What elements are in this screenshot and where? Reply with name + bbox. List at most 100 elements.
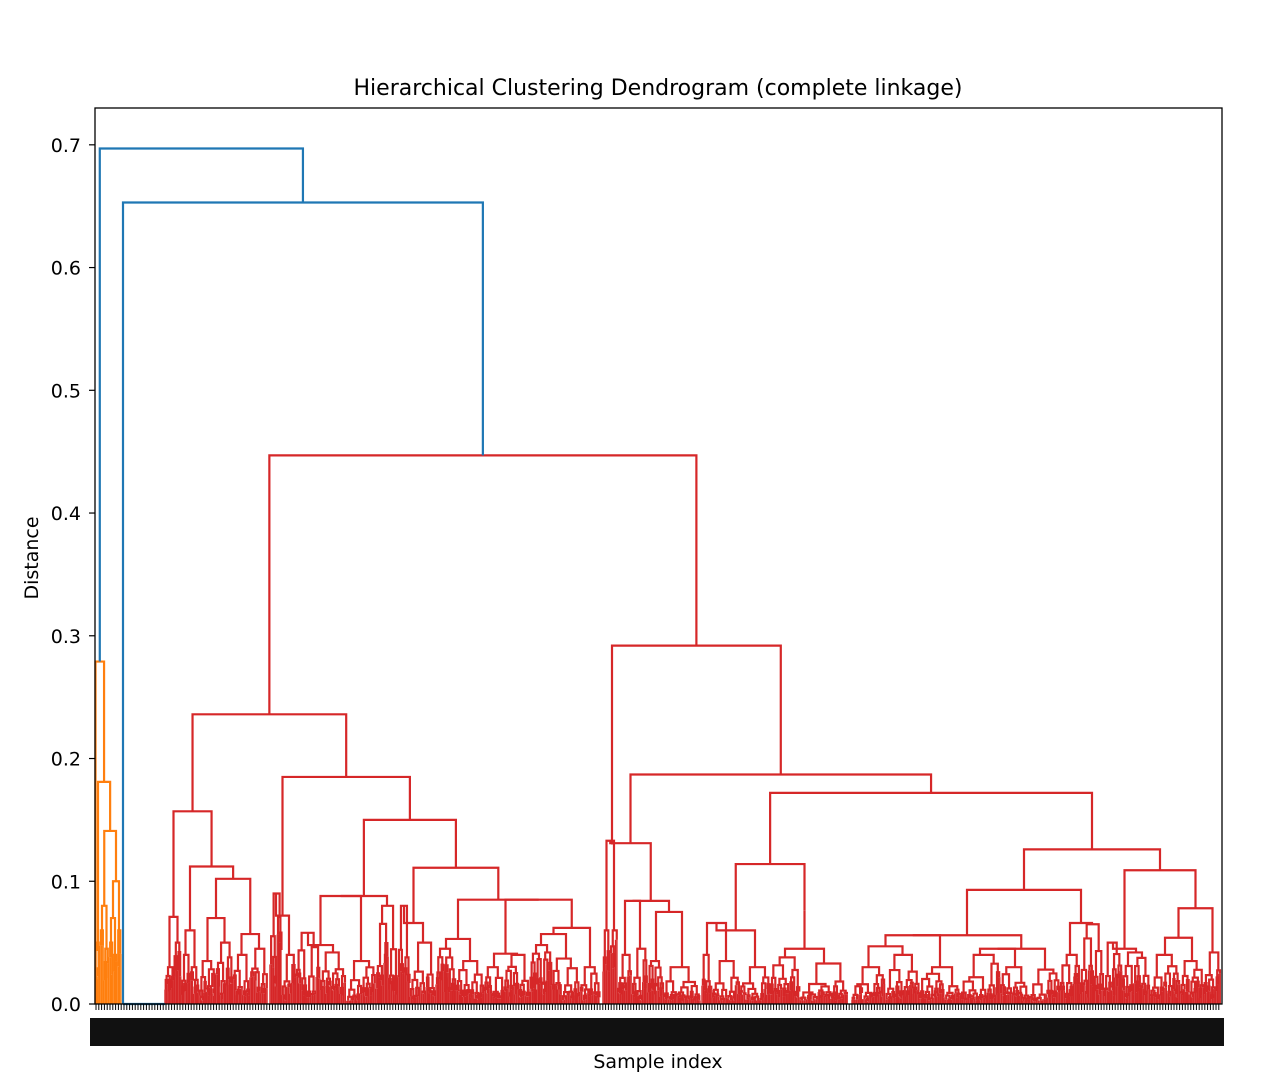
dendrogram-link — [1069, 985, 1074, 996]
dendrogram-link — [905, 990, 910, 997]
dendrogram-link — [1093, 975, 1099, 990]
dendrogram-link — [995, 987, 999, 995]
dendrogram-link — [959, 996, 963, 1000]
dendrogram-link — [1164, 972, 1172, 987]
dendrogram-link — [1190, 980, 1197, 993]
dendrogram-link — [579, 986, 584, 992]
dendrogram-link — [1052, 990, 1057, 998]
dendrogram-link — [1029, 996, 1034, 1001]
dendrogram-link — [1005, 991, 1010, 995]
dendrogram-link — [428, 990, 433, 994]
dendrogram-link — [642, 959, 648, 983]
dendrogram-link — [965, 888, 1083, 936]
dendrogram-link — [272, 955, 277, 977]
dendrogram-link — [1099, 972, 1105, 991]
plot-frame — [94, 107, 1223, 1005]
dendrogram-link — [972, 953, 995, 978]
dendrogram-link — [1037, 968, 1055, 985]
dendrogram-link — [456, 898, 539, 939]
dendrogram-link — [198, 989, 204, 998]
dendrogram-link — [1156, 994, 1160, 1000]
dendrogram-link — [887, 996, 892, 1000]
dendrogram-link — [707, 985, 713, 990]
dendrogram-link — [551, 983, 556, 990]
dendrogram-link — [172, 810, 213, 917]
dendrogram-link — [982, 995, 988, 999]
dendrogram-link — [742, 992, 747, 995]
dendrogram-link — [956, 992, 961, 998]
dendrogram-link — [492, 952, 519, 968]
dendrogram-link — [283, 994, 288, 1001]
dendrogram-link — [794, 990, 799, 998]
dendrogram-link — [412, 866, 500, 923]
dendrogram-link — [590, 972, 598, 990]
dendrogram-link — [462, 959, 479, 975]
dendrogram-link — [606, 950, 611, 972]
dendrogram-link — [593, 982, 600, 993]
dendrogram-link — [530, 961, 536, 978]
dendrogram-link — [379, 974, 385, 986]
dendrogram-link — [503, 986, 507, 992]
dendrogram-link — [940, 989, 945, 998]
dendrogram-link — [325, 977, 332, 988]
dendrogram-link — [1175, 979, 1181, 990]
dendrogram-link — [682, 980, 697, 988]
dendrogram-link — [340, 894, 389, 906]
dendrogram-link — [334, 968, 345, 977]
dendrogram-link — [542, 988, 547, 995]
dendrogram-link — [1204, 974, 1213, 984]
dendrogram-link — [596, 991, 601, 998]
dendrogram-link — [519, 983, 525, 992]
dendrogram-link — [734, 862, 806, 931]
dendrogram-link — [872, 991, 877, 997]
dendrogram-link — [195, 984, 200, 993]
dendrogram-link — [301, 977, 307, 991]
dendrogram-link — [212, 988, 217, 996]
dendrogram-link — [1141, 982, 1147, 992]
dendrogram-link — [362, 976, 370, 989]
dendrogram-link — [541, 981, 546, 990]
dendrogram-link — [1172, 978, 1176, 992]
dendrogram-link — [795, 986, 801, 992]
dendrogram-link — [564, 984, 573, 993]
dendrogram-link — [875, 986, 881, 995]
dendrogram-link — [445, 956, 454, 970]
dendrogram-link — [1180, 983, 1186, 993]
dendrogram-link — [419, 982, 425, 992]
dendrogram-link — [384, 941, 389, 957]
dendrogram-link — [307, 990, 312, 998]
dendrogram-link — [226, 956, 233, 978]
dendrogram-link — [321, 970, 330, 981]
dendrogram-link — [173, 955, 178, 977]
dendrogram-link — [997, 947, 1047, 970]
dendrogram-link — [696, 995, 701, 1001]
dendrogram-link — [229, 976, 233, 984]
dendrogram-link — [580, 984, 588, 990]
dendrogram-link — [308, 975, 315, 992]
dendrogram-link — [759, 997, 764, 1001]
dendrogram-link — [762, 976, 770, 985]
dendrogram-link — [260, 983, 266, 994]
dendrogram-link — [950, 996, 954, 1000]
dendrogram-link — [1032, 983, 1043, 996]
dendrogram-link — [636, 947, 647, 978]
dendrogram-link — [1064, 992, 1070, 999]
dendrogram-link — [920, 990, 925, 999]
dendrogram-link — [636, 990, 642, 996]
dendrogram-link — [1134, 964, 1140, 984]
dendrogram-link — [285, 953, 295, 982]
dendrogram-link — [544, 951, 552, 963]
dendrogram-link — [583, 988, 590, 996]
dendrogram-link — [930, 966, 954, 987]
dendrogram-link — [466, 988, 471, 996]
dendrogram-link — [609, 840, 652, 901]
dendrogram-link — [824, 993, 829, 998]
dendrogram-link — [444, 937, 472, 962]
dendrogram-link — [1014, 981, 1026, 988]
dendrogram-link — [207, 968, 215, 987]
dendrogram-link — [1136, 956, 1147, 976]
dendrogram-link — [995, 971, 1001, 989]
dendrogram-link — [310, 946, 320, 977]
dendrogram-link — [1111, 968, 1117, 988]
dendrogram-link — [235, 991, 240, 996]
